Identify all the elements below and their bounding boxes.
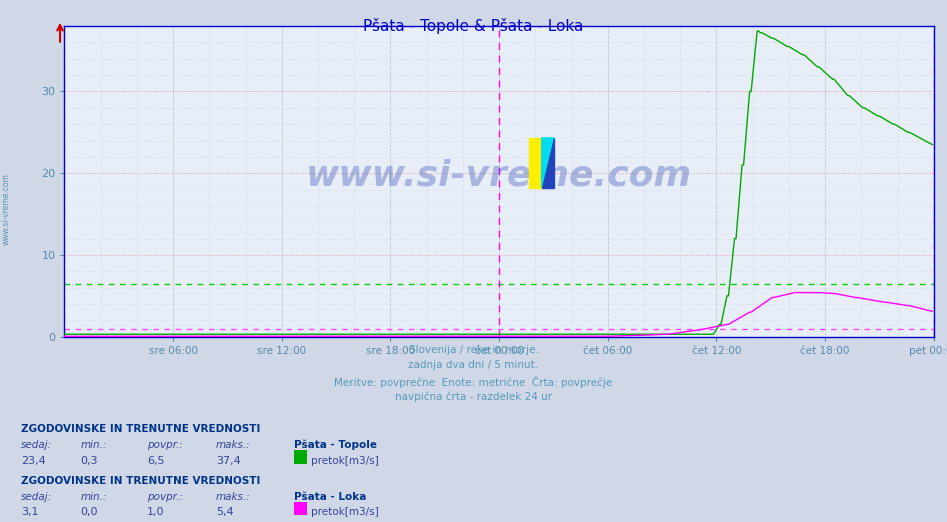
Text: 1,0: 1,0: [147, 507, 164, 517]
Text: navpična črta - razdelek 24 ur: navpična črta - razdelek 24 ur: [395, 392, 552, 402]
Text: povpr.:: povpr.:: [147, 492, 183, 502]
Text: pretok[m3/s]: pretok[m3/s]: [311, 507, 379, 517]
Text: zadnja dva dni / 5 minut.: zadnja dva dni / 5 minut.: [408, 360, 539, 370]
Bar: [529, 138, 542, 187]
Polygon shape: [542, 138, 554, 187]
Text: ZGODOVINSKE IN TRENUTNE VREDNOSTI: ZGODOVINSKE IN TRENUTNE VREDNOSTI: [21, 476, 260, 486]
Text: sedaj:: sedaj:: [21, 440, 52, 449]
Text: ZGODOVINSKE IN TRENUTNE VREDNOSTI: ZGODOVINSKE IN TRENUTNE VREDNOSTI: [21, 424, 260, 434]
Text: povpr.:: povpr.:: [147, 440, 183, 449]
Text: pretok[m3/s]: pretok[m3/s]: [311, 456, 379, 466]
Text: 0,3: 0,3: [80, 456, 98, 466]
Text: Meritve: povprečne  Enote: metrične  Črta: povprečje: Meritve: povprečne Enote: metrične Črta:…: [334, 376, 613, 388]
Polygon shape: [542, 138, 554, 187]
Text: 23,4: 23,4: [21, 456, 45, 466]
Text: 5,4: 5,4: [216, 507, 234, 517]
Text: maks.:: maks.:: [216, 492, 251, 502]
Text: Pšata - Topole & Pšata - Loka: Pšata - Topole & Pšata - Loka: [364, 18, 583, 34]
Text: 6,5: 6,5: [147, 456, 164, 466]
Text: www.si-vreme.com: www.si-vreme.com: [2, 173, 11, 245]
Text: Slovenija / reke in morje.: Slovenija / reke in morje.: [408, 345, 539, 354]
Text: Pšata - Topole: Pšata - Topole: [294, 440, 377, 450]
Text: 37,4: 37,4: [216, 456, 241, 466]
Text: min.:: min.:: [80, 440, 107, 449]
Text: Pšata - Loka: Pšata - Loka: [294, 492, 366, 502]
Text: maks.:: maks.:: [216, 440, 251, 449]
Text: min.:: min.:: [80, 492, 107, 502]
Text: 3,1: 3,1: [21, 507, 38, 517]
Text: sedaj:: sedaj:: [21, 492, 52, 502]
Text: 0,0: 0,0: [80, 507, 98, 517]
Text: www.si-vreme.com: www.si-vreme.com: [306, 158, 692, 192]
